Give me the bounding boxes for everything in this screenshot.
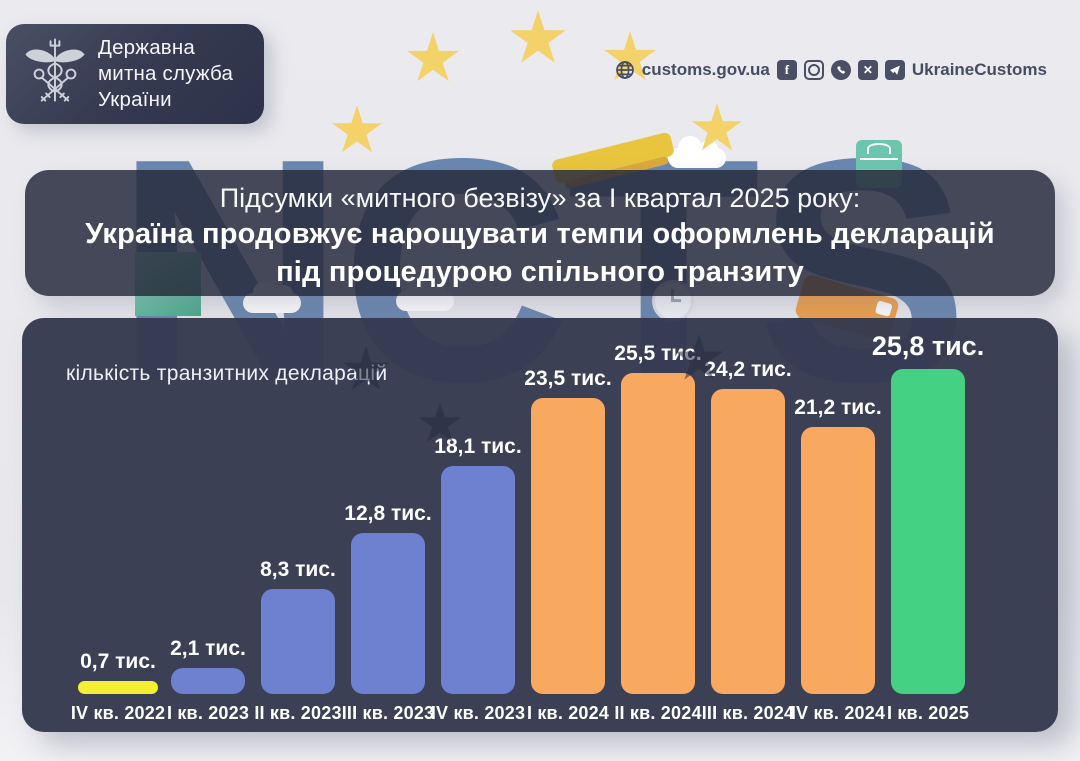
bar-value-label: 12,8 тис. [344,502,432,525]
bar-value-label: 25,8 тис. [871,331,985,361]
bar-column: 0,7 тис. IV кв. 2022 [70,650,166,724]
bar-column: 25,8 тис. І кв. 2025 [872,331,984,724]
bar-IV кв. 2023 [441,466,515,694]
customs-emblem-icon [25,38,85,102]
bar-ІІ кв. 2024 [621,373,695,694]
bar-І кв. 2023 [171,668,245,694]
logo-line-2: митна служба [98,61,234,85]
bar-value-label: 2,1 тис. [170,637,246,660]
bar-IV кв. 2024 [801,427,875,694]
bar-value-label: 8,3 тис. [260,558,336,581]
customs-logo-badge: Державна митна служба України [6,24,264,124]
x-icon[interactable]: ✕ [857,60,878,80]
chart-bars: 0,7 тис. IV кв. 2022 2,1 тис. І кв. 2023 8,3… [22,331,1058,724]
chart-title: кількість транзитних декларацій [66,362,388,385]
bar-category-label: IV кв. 2023 [430,703,526,723]
chart-panel: кількість транзитних декларацій 0,7 тис.… [22,318,1058,732]
contact-row: customs.gov.ua f ✕ UkraineCustoms [615,60,1047,80]
logo-line-3: України [98,88,172,112]
bar-category-label: І кв. 2023 [166,703,250,723]
bar-column: 25,5 тис. ІІ кв. 2024 [613,342,703,724]
bar-category-label: І кв. 2024 [526,703,610,723]
bar-column: 8,3 тис. ІІ кв. 2023 [253,558,343,724]
bar-value-label: 24,2 тис. [704,358,792,381]
bar-І кв. 2025 [891,369,965,694]
bar-column: 12,8 тис. ІІІ кв. 2023 [341,502,435,724]
website-link[interactable]: customs.gov.ua [641,60,770,79]
bar-category-label: І кв. 2025 [886,703,970,723]
bar-column: 18,1 тис. IV кв. 2023 [430,435,526,724]
bar-column: 24,2 тис. ІІІ кв. 2024 [701,358,795,724]
title-banner: Підсумки «митного безвізу» за І квартал … [25,170,1055,296]
bar-value-label: 0,7 тис. [80,650,156,673]
bar-IV кв. 2022 [78,681,158,694]
bar-value-label: 23,5 тис. [524,367,612,390]
bar-column: 2,1 тис. І кв. 2023 [163,637,253,724]
bar-category-label: IV кв. 2024 [790,703,886,723]
cloud-decoration [243,281,301,313]
globe-icon [615,61,634,79]
bar-column: 21,2 тис. IV кв. 2024 [790,396,886,724]
cloud-decoration [668,136,726,168]
logo-line-1: Державна [98,35,196,59]
bar-ІІІ кв. 2023 [351,533,425,694]
bar-ІІ кв. 2023 [261,589,335,694]
social-handle[interactable]: UkraineCustoms [911,60,1047,79]
bar-ІІІ кв. 2024 [711,389,785,694]
eu-star [510,10,566,63]
bar-value-label: 18,1 тис. [434,435,522,458]
bar-category-label: ІІІ кв. 2023 [341,703,435,723]
bar-column: 23,5 тис. І кв. 2024 [523,367,613,724]
bar-category-label: ІІІ кв. 2024 [701,703,795,723]
bar-value-label: 21,2 тис. [794,396,882,419]
title-main-line-2: під процедурою спільного транзиту [276,256,804,288]
bar-І кв. 2024 [531,398,605,694]
bar-category-label: IV кв. 2022 [70,703,166,723]
instagram-icon[interactable] [803,60,824,80]
title-subtitle: Підсумки «митного безвізу» за І квартал … [219,183,861,213]
bar-value-label: 25,5 тис. [614,342,702,365]
title-main-line-1: Україна продовжує нарощувати темпи оформ… [85,218,995,250]
bar-category-label: ІІ кв. 2024 [614,703,702,723]
viber-icon[interactable] [830,60,851,80]
facebook-icon[interactable]: f [776,60,797,80]
eu-star [407,32,459,82]
bar-category-label: ІІ кв. 2023 [254,703,342,723]
telegram-icon[interactable] [884,60,905,80]
